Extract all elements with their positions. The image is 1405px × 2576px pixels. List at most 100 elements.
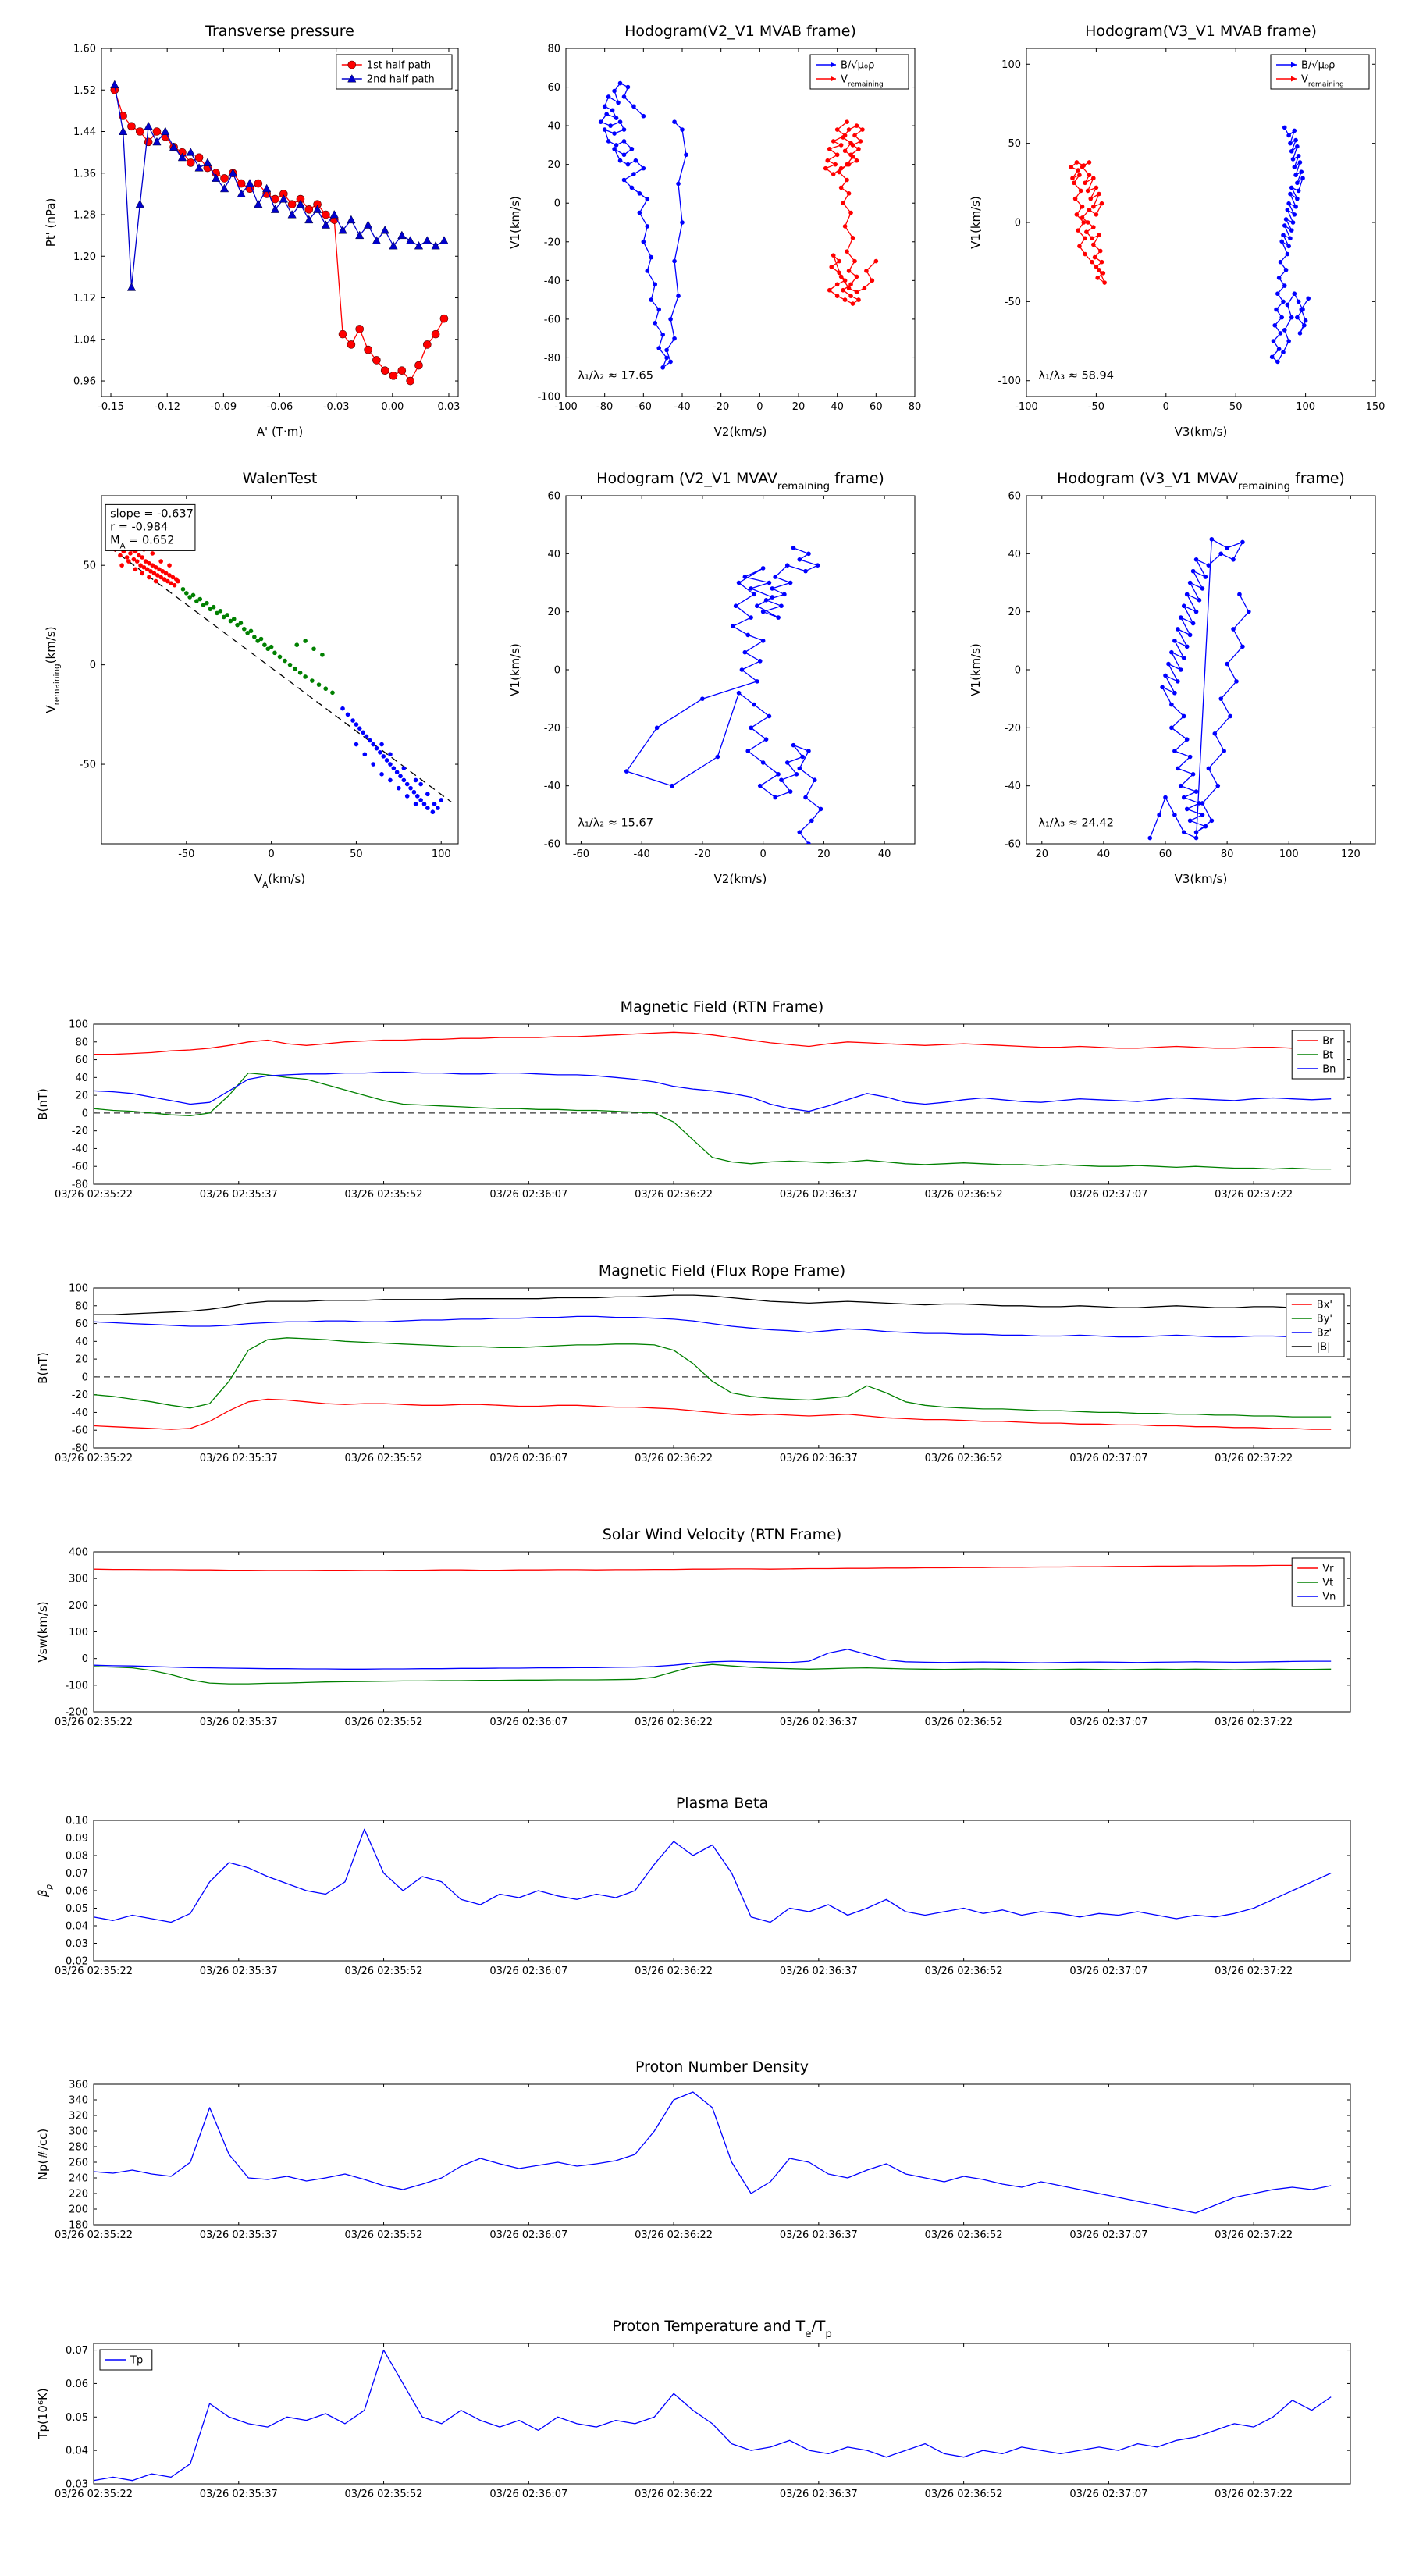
y-tick-label: 80 [75, 1300, 88, 1312]
y-tick-label: 280 [69, 2142, 88, 2154]
svg-text:Tp: Tp [130, 2355, 143, 2367]
svg-text:MA = 0.652: MA = 0.652 [110, 534, 174, 550]
y-tick-label: 0.09 [66, 1833, 88, 1845]
y-tick-label: 20 [75, 1354, 88, 1366]
y-tick-label: 40 [75, 1073, 88, 1084]
x-tick-label: 03/26 02:36:37 [780, 1189, 858, 1201]
chart-hodogram-v2v1-mvab: -100 -80 -60 -40 -20 0 20 40 60 80 -100 -80 -60 -40 -2… [503, 9, 929, 447]
chart-svg: 03/26 02:35:22 03/26 02:35:37 03/26 02:35:… [36, 1795, 1351, 1977]
y-tick-label: -100 [998, 375, 1021, 387]
plot-area [93, 2343, 1351, 2485]
x-tick-label: 03/26 02:37:07 [1069, 1966, 1147, 1977]
chart-solar-wind-velocity: 03/26 02:35:22 03/26 02:35:37 03/26 02:35:… [31, 1513, 1382, 1743]
y-tick-label: -20 [72, 1126, 88, 1137]
y-tick-label: -60 [1005, 839, 1021, 851]
y-tick-label: -20 [72, 1389, 88, 1401]
x-tick-label: 03/26 02:35:22 [55, 2229, 133, 2241]
y-tick-label: 100 [69, 1283, 88, 1295]
x-tick-label: 03/26 02:36:07 [489, 1453, 567, 1464]
x-tick-label: 03/26 02:35:22 [55, 2489, 133, 2500]
chart-title: Hodogram (V2_V1 MVAVremaining frame) [596, 470, 884, 493]
y-axis-label: Vremaining(km/s) [44, 626, 62, 713]
y-tick-label: 220 [69, 2189, 88, 2201]
svg-text:Bz': Bz' [1317, 1328, 1332, 1340]
y-tick-label: -20 [544, 723, 560, 735]
x-tick-label: 03/26 02:37:22 [1215, 1453, 1293, 1464]
y-tick-label: -50 [1005, 297, 1021, 308]
svg-text:Vt: Vt [1322, 1578, 1333, 1589]
svg-text:1st half path: 1st half path [367, 60, 431, 72]
x-tick-label: 100 [1279, 849, 1299, 860]
x-tick-label: 40 [1097, 849, 1111, 860]
y-tick-label: 360 [69, 2080, 88, 2091]
x-tick-label: 03/26 02:35:52 [345, 1189, 423, 1201]
series-vn [94, 1649, 1332, 1670]
chart-title: Solar Wind Velocity (RTN Frame) [603, 1526, 842, 1543]
y-tick-label: -100 [65, 1680, 88, 1692]
x-tick-label: 03/26 02:37:07 [1069, 2229, 1147, 2241]
x-tick-label: 03/26 02:36:37 [780, 2489, 858, 2500]
chart-magnetic-field-rtn: 03/26 02:35:22 03/26 02:35:37 03/26 02:35:… [31, 985, 1382, 1215]
y-axis-label: Vsw(km/s) [36, 1601, 50, 1662]
x-tick-label: 03/26 02:36:07 [489, 2229, 567, 2241]
y-tick-label: 60 [1008, 491, 1021, 503]
chart-title: Proton Temperature and Te/Tp [612, 2318, 832, 2340]
y-axis-label: Np(#/cc) [36, 2129, 50, 2181]
y-tick-label: -50 [80, 760, 96, 771]
chart-svg: 03/26 02:35:22 03/26 02:35:37 03/26 02:35:… [36, 998, 1351, 1201]
chart-svg: 03/26 02:35:22 03/26 02:35:37 03/26 02:35:… [36, 1262, 1351, 1464]
y-tick-label: -80 [72, 1443, 88, 1455]
svg-text:Vr: Vr [1322, 1564, 1334, 1575]
chart-title: Hodogram(V2_V1 MVAB frame) [624, 23, 856, 40]
y-tick-label: 1.36 [73, 168, 96, 180]
y-tick-label: -60 [72, 1425, 88, 1437]
y-tick-label: 1.12 [73, 293, 96, 304]
y-tick-label: -60 [544, 839, 560, 851]
svg-text:Bn: Bn [1322, 1064, 1336, 1076]
y-tick-label: 0 [90, 660, 96, 671]
chart-svg: 03/26 02:35:22 03/26 02:35:37 03/26 02:35:… [36, 2058, 1351, 2241]
x-tick-label: -0.06 [267, 401, 293, 413]
legend: Bx' By' Bz' |B| [1286, 1293, 1345, 1357]
x-tick-label: 03/26 02:36:52 [925, 1966, 1003, 1977]
x-tick-label: 03/26 02:36:52 [925, 1717, 1003, 1728]
x-tick-label: 03/26 02:36:37 [780, 2229, 858, 2241]
plot-area [93, 1820, 1351, 1962]
x-tick-label: 20 [1036, 849, 1049, 860]
svg-text:Vn: Vn [1322, 1592, 1336, 1603]
y-axis-label: V1(km/s) [508, 643, 522, 696]
y-tick-label: 0 [1015, 665, 1021, 677]
chart-title: Plasma Beta [676, 1795, 768, 1812]
x-tick-label: 80 [1221, 849, 1234, 860]
y-tick-label: 0 [82, 1108, 88, 1119]
series-b-sqrt-mu0-rho- [1269, 125, 1311, 365]
x-tick-label: 20 [817, 849, 831, 860]
x-tick-label: -50 [1088, 401, 1104, 413]
y-tick-label: 0.10 [66, 1816, 88, 1827]
y-tick-label: -60 [544, 314, 560, 326]
chart-title: Magnetic Field (Flux Rope Frame) [599, 1262, 845, 1279]
y-tick-label: 80 [547, 44, 560, 55]
y-tick-label: -20 [1005, 723, 1021, 735]
x-tick-label: 03/26 02:36:07 [489, 1966, 567, 1977]
svg-text:By': By' [1317, 1314, 1332, 1325]
y-axis-label: V1(km/s) [508, 196, 522, 249]
chart-svg: -100 -50 0 50 100 150 -100 -50 0 50 100 λ₁/λ₃ ≈ 58.… [969, 23, 1385, 439]
x-axis-label: V2(km/s) [714, 872, 767, 886]
svg-text:|B|: |B| [1317, 1342, 1331, 1354]
series-vt [94, 1663, 1332, 1685]
annotation: λ₁/λ₂ ≈ 15.67 [578, 817, 653, 830]
chart-title: WalenTest [243, 470, 318, 487]
y-tick-label: 50 [1008, 138, 1021, 150]
x-tick-label: 40 [878, 849, 891, 860]
y-axis-label: V1(km/s) [969, 196, 983, 249]
x-tick-label: 03/26 02:35:52 [345, 2489, 423, 2500]
y-tick-label: 300 [69, 1574, 88, 1585]
x-tick-label: 80 [909, 401, 922, 413]
plot-area [101, 48, 459, 397]
y-tick-label: 1.60 [73, 44, 96, 55]
x-tick-label: 03/26 02:35:52 [345, 1966, 423, 1977]
y-tick-label: 20 [547, 159, 560, 171]
